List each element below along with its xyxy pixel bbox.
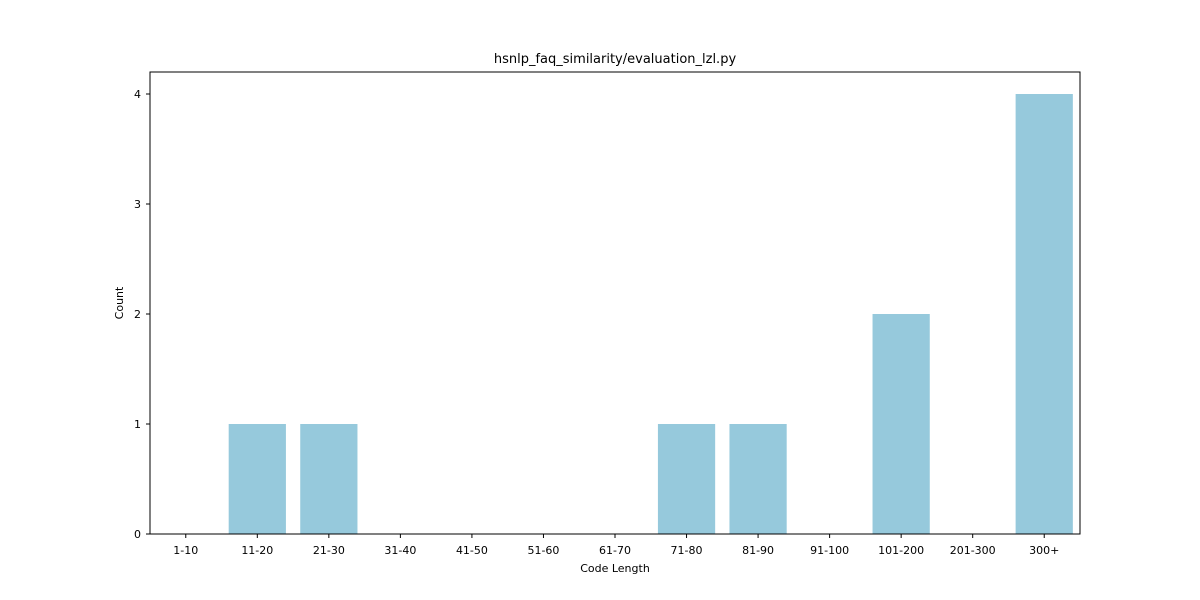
y-axis-label: Count: [113, 286, 126, 319]
x-tick-label: 71-80: [671, 544, 703, 557]
chart-title: hsnlp_faq_similarity/evaluation_lzl.py: [494, 52, 737, 67]
bar-101-200: [872, 314, 930, 534]
bar-71-80: [657, 424, 716, 534]
x-tick-label: 81-90: [742, 544, 774, 557]
x-tick-label: 1-10: [173, 544, 198, 557]
x-tick-label: 31-40: [384, 544, 416, 557]
x-tick-label: 91-100: [810, 544, 849, 557]
y-axis: 0 1 2 3 4: [134, 88, 150, 541]
y-tick-label: 2: [134, 308, 141, 321]
x-axis: 1-10 11-20 21-30 31-40 41-50 51-60 61-70 71-80 8…: [173, 534, 1059, 557]
x-tick-label: 300+: [1029, 544, 1059, 557]
x-tick-label: 61-70: [599, 544, 631, 557]
x-axis-label: Code Length: [580, 562, 650, 575]
x-tick-label: 201-300: [950, 544, 996, 557]
y-tick-label: 4: [134, 88, 141, 101]
x-tick-label: 21-30: [313, 544, 345, 557]
bar-81-90: [729, 424, 787, 534]
bar-11-20: [228, 424, 286, 534]
y-tick-label: 1: [134, 418, 141, 431]
x-tick-label: 11-20: [241, 544, 273, 557]
x-tick-label: 41-50: [456, 544, 488, 557]
x-tick-label: 101-200: [878, 544, 924, 557]
bars-layer: [228, 94, 1073, 534]
bar-300+: [1015, 94, 1073, 534]
bar-21-30: [300, 424, 358, 534]
y-tick-label: 3: [134, 198, 141, 211]
plot-frame: [149, 71, 1081, 535]
y-tick-label: 0: [134, 528, 141, 541]
x-tick-label: 51-60: [527, 544, 559, 557]
